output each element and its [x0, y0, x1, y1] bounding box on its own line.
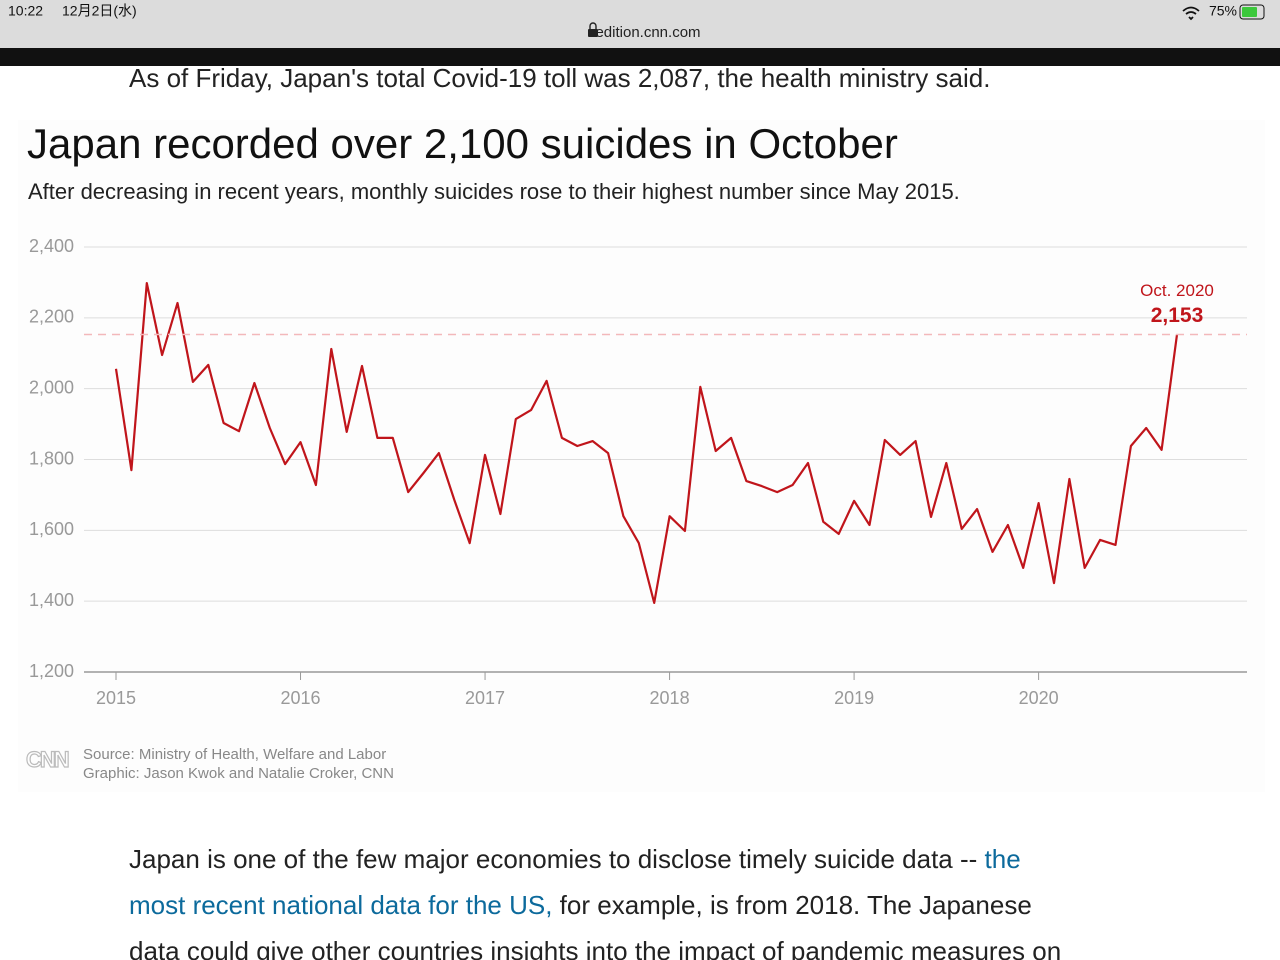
y-tick-label: 1,400 [29, 590, 74, 610]
text: for example, is from 2018. The Japanese [552, 890, 1031, 920]
paragraph: As of Friday, Japan's total Covid-19 tol… [129, 63, 990, 93]
x-tick-label: 2016 [280, 688, 320, 708]
x-tick-label: 2017 [465, 688, 505, 708]
link[interactable]: the [985, 844, 1021, 874]
chart-subtitle: After decreasing in recent years, monthl… [28, 179, 960, 204]
x-tick-label: 2018 [650, 688, 690, 708]
y-tick-label: 1,200 [29, 661, 74, 681]
lock-icon-body [588, 29, 598, 37]
chart-panel [18, 120, 1265, 792]
source: Source: Ministry of Health, Welfare and … [83, 746, 386, 763]
link[interactable]: most recent national data for the US, [129, 890, 552, 920]
credit: Graphic: Jason Kwok and Natalie Croker, … [83, 765, 394, 782]
url[interactable]: edition.cnn.com [595, 24, 700, 41]
wifi-icon [1182, 6, 1200, 21]
date: 12月2日(水) [62, 3, 137, 19]
x-tick-label: 2020 [1019, 688, 1059, 708]
status-bar [0, 0, 1280, 48]
text: data could give other countries insights… [129, 936, 1061, 960]
time: 10:22 [8, 3, 43, 19]
battery-percent: 75% [1209, 3, 1237, 19]
y-tick-label: 1,800 [29, 448, 74, 468]
paragraph-line: most recent national data for the US, fo… [129, 890, 1032, 920]
paragraph-line: Japan is one of the few major economies … [129, 844, 1021, 874]
lock-icon [589, 22, 597, 29]
battery-icon [1239, 4, 1265, 20]
data-line [114, 282, 1179, 604]
battery-level [1242, 7, 1257, 17]
logo: CNN [26, 747, 69, 772]
x-tick-label: 2015 [96, 688, 136, 708]
text: Japan is one of the few major economies … [129, 844, 985, 874]
toolbar-divider [0, 48, 1280, 66]
y-tick-label: 2,200 [29, 307, 74, 327]
value-label: 2,153 [1151, 304, 1204, 327]
chart-title: Japan recorded over 2,100 suicides in Oc… [27, 120, 898, 167]
x-tick-label: 2019 [834, 688, 874, 708]
annotation-label: Oct. 2020 [1140, 281, 1214, 300]
paragraph-line: data could give other countries insights… [129, 936, 1061, 960]
y-tick-label: 2,000 [29, 377, 74, 397]
y-tick-label: 2,400 [29, 236, 74, 256]
y-tick-label: 1,600 [29, 519, 74, 539]
